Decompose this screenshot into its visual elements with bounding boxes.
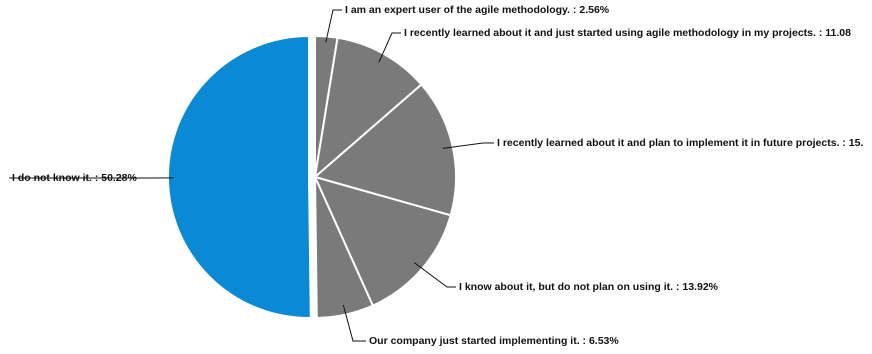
pie-slice-3 bbox=[314, 176, 452, 307]
slice-labels: I am an expert user of the agile methodo… bbox=[12, 4, 863, 347]
pie-slice-5 bbox=[167, 35, 312, 320]
slice-label-4: Our company just started implementing it… bbox=[369, 335, 619, 347]
slice-label-3: I know about it, but do not plan on usin… bbox=[459, 281, 719, 293]
leader-line-3 bbox=[414, 262, 456, 288]
leader-lines bbox=[9, 9, 494, 342]
slice-label-1: I recently learned about it and just sta… bbox=[404, 27, 851, 39]
leader-line-0 bbox=[325, 9, 342, 43]
slice-label-2: I recently learned about it and plan to … bbox=[497, 137, 863, 149]
slice-label-0: I am an expert user of the agile methodo… bbox=[345, 4, 610, 16]
pie-slice-1 bbox=[314, 36, 423, 178]
pie-slice-2 bbox=[314, 83, 457, 217]
leader-line-1 bbox=[378, 32, 401, 63]
leader-line-2 bbox=[442, 142, 494, 149]
pie-slices bbox=[167, 35, 457, 320]
slice-label-5: I do not know it. : 50.28% bbox=[12, 172, 138, 184]
leader-line-4 bbox=[342, 304, 366, 342]
